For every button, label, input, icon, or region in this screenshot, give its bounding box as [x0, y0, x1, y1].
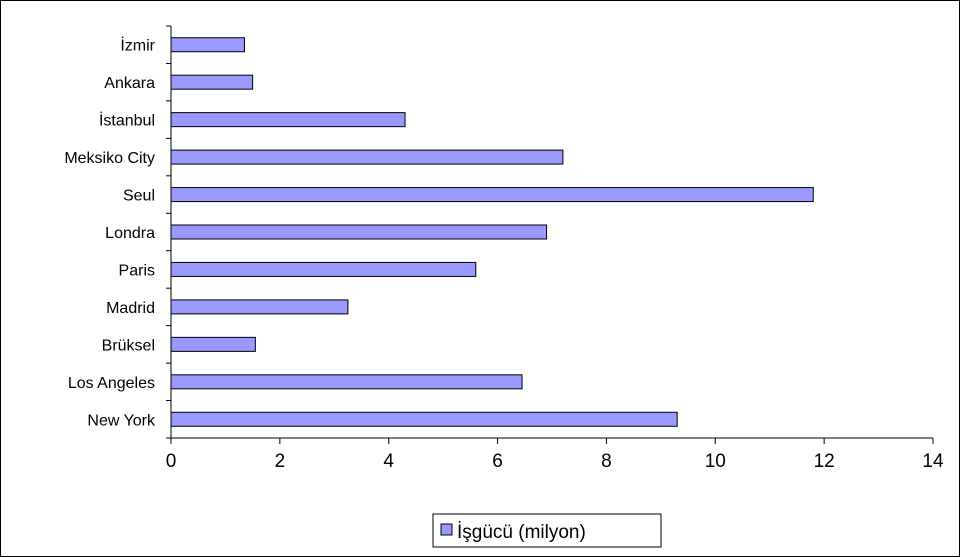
x-tick-label: 10	[705, 451, 726, 472]
category-label: İzmir	[120, 36, 155, 55]
bar	[170, 299, 349, 315]
bar	[170, 261, 477, 277]
x-tick-label: 4	[383, 451, 394, 472]
category-label: Ankara	[104, 75, 155, 92]
legend-label: İşgücü (milyon)	[457, 522, 586, 543]
bar	[170, 74, 254, 90]
bar	[170, 374, 523, 390]
bar	[170, 224, 548, 240]
x-tick-label: 0	[166, 451, 177, 472]
bar	[170, 336, 256, 352]
bar	[170, 149, 564, 165]
category-label: Londra	[105, 225, 155, 242]
category-label: Seul	[123, 188, 155, 205]
category-label: Madrid	[106, 300, 155, 317]
bar	[170, 112, 406, 128]
legend-box	[432, 513, 662, 548]
x-tick-label: 2	[275, 451, 286, 472]
x-tick-label: 12	[814, 451, 835, 472]
category-label: Meksiko City	[64, 150, 155, 167]
category-label: İstanbul	[99, 111, 155, 130]
category-label: Brüksel	[102, 337, 155, 354]
bar	[170, 187, 814, 203]
bar	[170, 411, 678, 427]
x-tick-label: 14	[922, 451, 944, 472]
category-label: Los Angeles	[68, 375, 155, 392]
category-label: Paris	[119, 262, 155, 279]
category-label: New York	[87, 412, 156, 429]
x-tick-label: 6	[492, 451, 503, 472]
legend-swatch	[440, 523, 453, 536]
x-tick-label: 8	[601, 451, 612, 472]
bar	[170, 37, 245, 53]
